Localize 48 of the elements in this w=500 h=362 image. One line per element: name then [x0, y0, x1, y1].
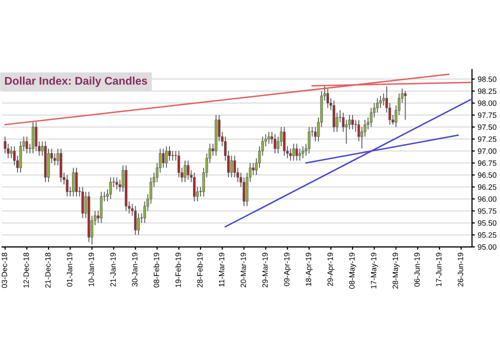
candlestick	[295, 143, 298, 162]
candlestick	[351, 114, 354, 130]
candlestick	[379, 95, 382, 108]
candlestick	[4, 136, 6, 154]
candlestick	[404, 90, 407, 120]
candlestick	[165, 146, 168, 168]
candlestick	[376, 98, 379, 114]
candlestick	[274, 134, 276, 154]
candlestick	[186, 160, 190, 180]
candlestick	[19, 140, 22, 174]
candlestick	[242, 176, 246, 207]
candlestick	[178, 150, 180, 178]
candlestick	[298, 148, 302, 162]
candlestick	[53, 152, 56, 166]
candlestick	[115, 176, 118, 190]
candlestick	[100, 191, 103, 224]
candlestick	[289, 148, 292, 162]
candlestick	[168, 146, 171, 162]
text: Dollar Index: Daily Candles	[5, 76, 148, 87]
candlestick	[292, 143, 295, 162]
candlestick	[332, 100, 336, 132]
candlestick	[308, 126, 310, 154]
candlestick	[26, 136, 28, 154]
candlestick	[162, 148, 165, 168]
candlestick	[81, 186, 84, 219]
candlestick	[66, 174, 68, 198]
candlestick	[137, 212, 140, 236]
candlestick	[283, 126, 286, 156]
candlestick	[32, 122, 34, 154]
candlestick	[47, 148, 50, 183]
candlestick	[252, 162, 255, 176]
candlestick	[72, 167, 75, 198]
candlestick	[345, 119, 348, 144]
candlestick	[233, 155, 236, 178]
candlestick	[171, 150, 174, 162]
candlestick	[184, 160, 186, 183]
candlestick	[60, 148, 62, 183]
candlestick	[134, 206, 137, 236]
candlestick	[109, 176, 112, 200]
candlestick	[268, 131, 270, 144]
candlestick	[75, 167, 78, 198]
candlestick	[382, 92, 385, 106]
candlestick	[10, 146, 13, 159]
candlestick	[193, 172, 196, 202]
candlestick	[370, 107, 372, 128]
candlestick	[302, 146, 304, 159]
candlestick	[326, 88, 330, 108]
candlestick	[230, 155, 233, 178]
